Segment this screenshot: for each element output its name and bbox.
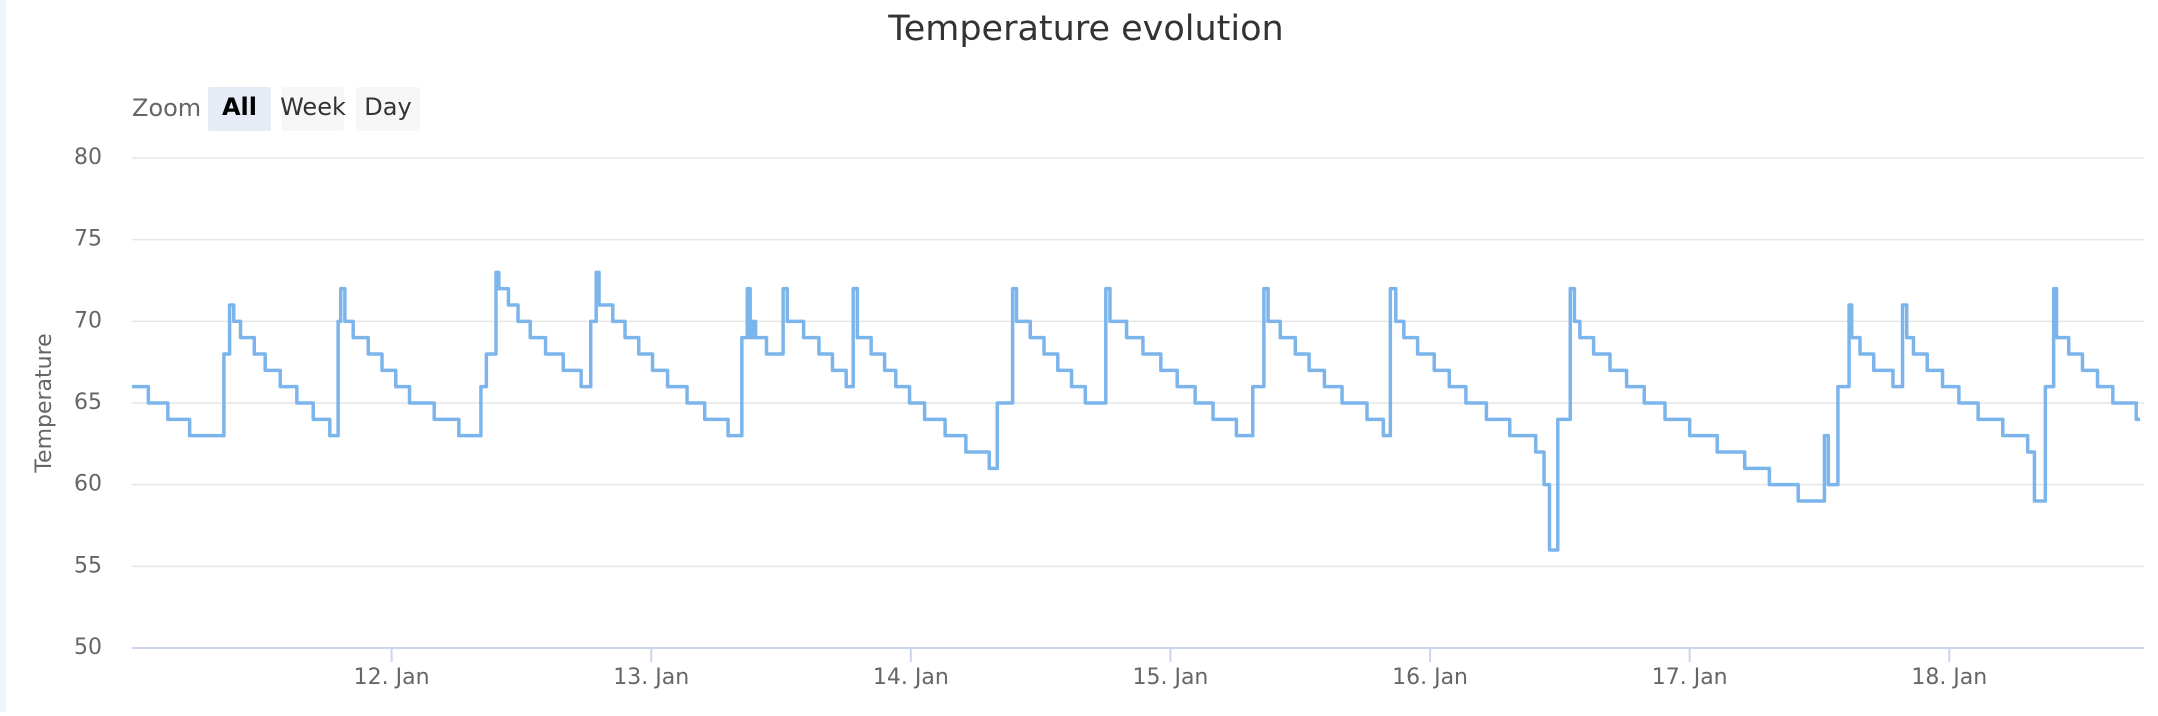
x-tick-label: 15. Jan bbox=[1132, 665, 1208, 690]
zoom-label: Zoom bbox=[132, 94, 201, 122]
y-tick-label: 60 bbox=[74, 472, 102, 497]
x-tick-label: 14. Jan bbox=[873, 665, 949, 690]
range-button-label[interactable]: Day bbox=[364, 93, 411, 121]
y-tick-label: 80 bbox=[74, 145, 102, 170]
range-button-label[interactable]: All bbox=[222, 93, 257, 121]
range-button[interactable] bbox=[208, 87, 271, 131]
y-tick-label: 70 bbox=[74, 308, 102, 333]
x-tick-label: 16. Jan bbox=[1392, 665, 1468, 690]
y-tick-label: 65 bbox=[74, 390, 102, 415]
range-button-label[interactable]: Week bbox=[280, 93, 346, 121]
x-tick-label: 17. Jan bbox=[1652, 665, 1728, 690]
chart-title: Temperature evolution bbox=[887, 9, 1283, 49]
x-tick-label: 13. Jan bbox=[613, 665, 689, 690]
data-line bbox=[132, 270, 2141, 552]
y-tick-label: 55 bbox=[74, 553, 102, 578]
y-tick-label: 75 bbox=[74, 227, 102, 252]
range-button[interactable] bbox=[356, 87, 420, 131]
edge-strip bbox=[0, 0, 6, 712]
y-axis-title: Temperature bbox=[32, 333, 57, 473]
x-tick-label: 18. Jan bbox=[1911, 665, 1987, 690]
range-button[interactable] bbox=[282, 87, 344, 131]
x-tick-label: 12. Jan bbox=[354, 665, 430, 690]
y-tick-label: 50 bbox=[74, 635, 102, 660]
